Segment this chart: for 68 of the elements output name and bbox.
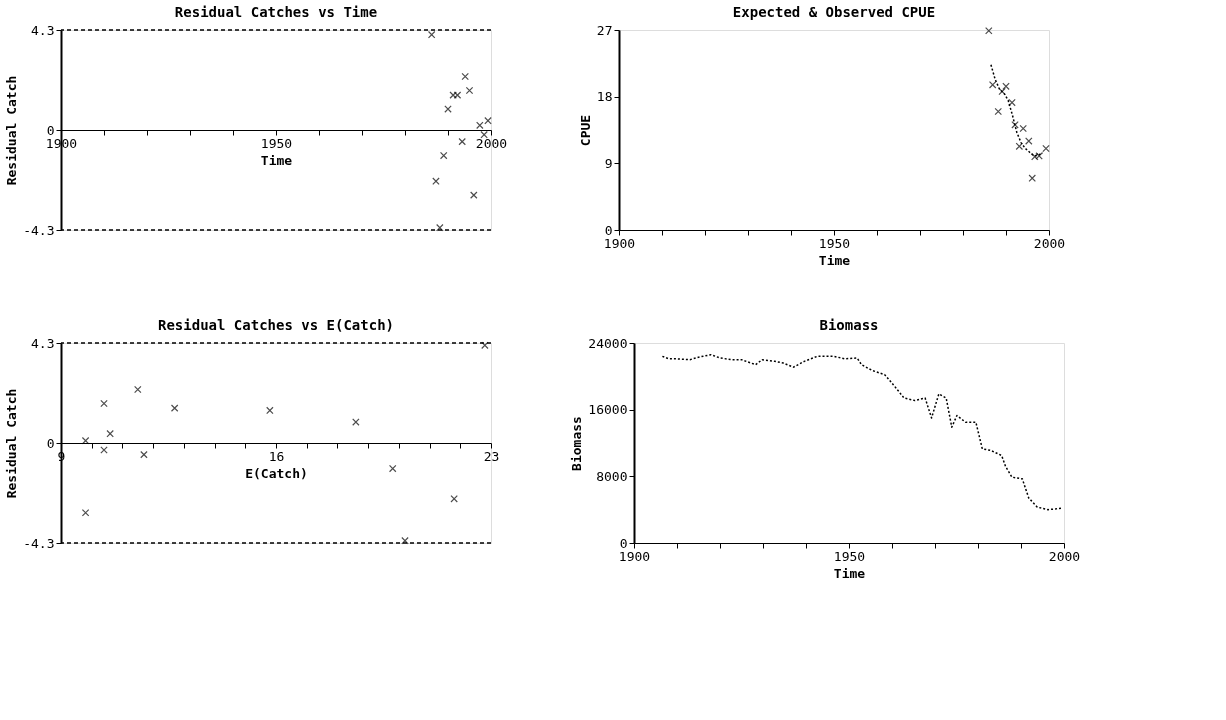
point xyxy=(134,385,142,394)
point xyxy=(461,72,469,81)
y-tick-label: 0 xyxy=(619,535,628,551)
point xyxy=(81,509,90,517)
y-tick-label: 16000 xyxy=(588,402,628,418)
point xyxy=(106,429,114,438)
x-tick-label: 1950 xyxy=(818,235,851,251)
x-tick-label: 2000 xyxy=(1048,548,1081,564)
point xyxy=(480,130,488,139)
point xyxy=(1025,137,1033,145)
x-axis-title: Time xyxy=(818,252,851,268)
chart-title: Biomass xyxy=(819,317,879,333)
point xyxy=(81,436,90,445)
point xyxy=(427,30,436,39)
x-tick-label: 1900 xyxy=(618,548,651,564)
point xyxy=(1042,144,1050,153)
point xyxy=(100,399,108,408)
y-tick-label: 0 xyxy=(604,222,613,238)
chart-title: Expected & Observed CPUE xyxy=(732,4,936,20)
point xyxy=(352,418,360,426)
point xyxy=(1028,174,1036,182)
point xyxy=(432,177,440,185)
line-series xyxy=(661,353,1064,511)
point xyxy=(140,450,148,459)
point xyxy=(484,116,492,125)
point xyxy=(388,464,397,473)
x-tick-label: 2000 xyxy=(475,135,508,151)
point xyxy=(401,536,409,545)
point xyxy=(458,137,466,146)
x-tick-label: 16 xyxy=(268,448,285,464)
x-tick-label: 1950 xyxy=(260,135,293,151)
point xyxy=(453,91,462,99)
y-tick-label: 24000 xyxy=(588,335,628,351)
y-tick-label: 4.3 xyxy=(31,22,55,38)
chart-title: Residual Catches vs Time xyxy=(174,4,378,20)
y-tick-label: 18 xyxy=(596,89,613,105)
y-tick-label: 4.3 xyxy=(31,335,55,351)
x-axis-title: E(Catch) xyxy=(245,465,308,481)
point xyxy=(470,191,478,199)
y-axis-title: Residual Catch xyxy=(4,75,20,186)
chart-title: Residual Catches vs E(Catch) xyxy=(157,317,395,333)
point xyxy=(1019,124,1027,133)
y-tick-label: 0 xyxy=(46,435,55,451)
x-axis-title: Time xyxy=(833,565,866,581)
y-axis-title: Biomass xyxy=(569,416,585,471)
y-tick-label: 0 xyxy=(46,122,55,138)
point xyxy=(1008,98,1016,107)
y-axis-title: Residual Catch xyxy=(4,388,20,499)
point xyxy=(988,81,997,89)
y-tick-label: 9 xyxy=(604,155,613,171)
point xyxy=(170,404,179,412)
y-tick-label: 8000 xyxy=(596,468,628,484)
point xyxy=(266,406,274,415)
y-tick-label: 27 xyxy=(596,22,613,38)
point xyxy=(1011,121,1019,129)
point xyxy=(439,151,448,160)
y-tick-label: -4.3 xyxy=(23,222,55,238)
point xyxy=(994,107,1003,116)
point xyxy=(1002,82,1010,91)
point xyxy=(436,223,444,232)
y-tick-label: -4.3 xyxy=(23,535,55,551)
x-tick-label: 1900 xyxy=(603,235,636,251)
y-axis-title: CPUE xyxy=(577,114,593,147)
x-tick-label: 1950 xyxy=(833,548,866,564)
x-tick-label: 23 xyxy=(483,448,500,464)
x-tick-label: 2000 xyxy=(1033,235,1066,251)
x-axis-title: Time xyxy=(260,152,293,168)
point xyxy=(476,121,484,130)
